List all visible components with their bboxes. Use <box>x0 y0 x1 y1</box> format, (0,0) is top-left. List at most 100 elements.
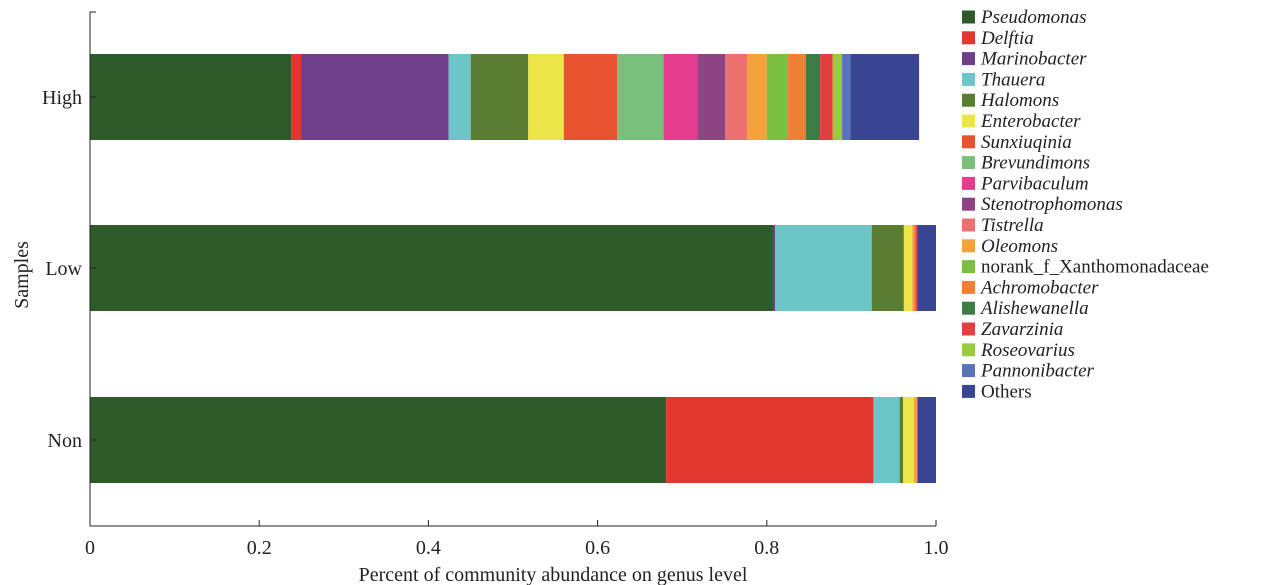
legend: PseudomonasDelftiaMarinobacterThaueraHal… <box>962 7 1209 402</box>
legend-swatch-achromobacter <box>962 280 975 294</box>
bar-segment-high-parvibaculum <box>663 54 698 140</box>
bar-segment-low-enterobacter <box>903 225 913 311</box>
bar-segment-high-thauera <box>448 54 471 140</box>
legend-label-zavarzinia: Zavarzinia <box>981 319 1063 340</box>
legend-swatch-thauera <box>962 72 975 86</box>
x-tick-label-2: 0.4 <box>416 537 441 559</box>
legend-swatch-pannonibacter <box>962 364 975 378</box>
legend-label-oleomons: Oleomons <box>981 236 1058 257</box>
bar-segment-low-marinobacter <box>773 225 776 311</box>
legend-label-pannonibacter: Pannonibacter <box>980 361 1095 382</box>
bar-segment-high-roseovarius <box>832 54 843 140</box>
legend-swatch-halomons <box>962 93 975 107</box>
legend-swatch-parvibaculum <box>962 176 975 190</box>
y-tick-label-low: Low <box>45 258 82 280</box>
legend-label-norank-f-xanthomonadaceae: norank_f_Xanthomonadaceae <box>981 257 1209 278</box>
legend-swatch-alishewanella <box>962 301 975 315</box>
bar-segment-non-thauera <box>873 397 900 483</box>
legend-swatch-pseudomonas <box>962 10 975 24</box>
x-tick-label-4: 0.8 <box>754 537 779 559</box>
axes-layer: 0 0.2 0.4 0.6 0.8 1.0 High Low Non Percent of com… <box>11 11 949 585</box>
legend-swatch-others <box>962 384 975 398</box>
bar-segment-high-achromobacter <box>787 54 806 140</box>
legend-item-pseudomonas: Pseudomonas <box>962 7 1087 28</box>
legend-item-halomons: Halomons <box>962 90 1059 111</box>
bar-segment-high-pannonibacter <box>842 54 851 140</box>
bar-segment-low-achromobacter <box>914 225 916 311</box>
bar-segment-high-brevundimons <box>617 54 664 140</box>
legend-swatch-enterobacter <box>962 114 975 128</box>
bar-segment-high-pseudomonas <box>90 54 292 140</box>
legend-label-alishewanella: Alishewanella <box>979 298 1089 319</box>
y-axis-title: Samples <box>11 241 33 309</box>
legend-item-zavarzinia: Zavarzinia <box>962 319 1063 340</box>
legend-item-stenotrophomonas: Stenotrophomonas <box>962 194 1123 215</box>
legend-item-others: Others <box>962 381 1032 402</box>
legend-label-thauera: Thauera <box>981 69 1045 90</box>
legend-swatch-zavarzinia <box>962 322 975 336</box>
legend-label-others: Others <box>981 381 1032 402</box>
legend-label-stenotrophomonas: Stenotrophomonas <box>981 194 1123 215</box>
bar-segment-high-marinobacter <box>301 54 449 140</box>
legend-item-oleomons: Oleomons <box>962 236 1058 257</box>
bar-segment-high-enterobacter <box>528 54 564 140</box>
x-tick-label-0: 0 <box>85 537 95 559</box>
legend-label-halomons: Halomons <box>980 90 1059 111</box>
legend-item-marinobacter: Marinobacter <box>962 49 1087 70</box>
bar-segment-high-delftia <box>291 54 302 140</box>
legend-swatch-tistrella <box>962 218 975 232</box>
legend-item-roseovarius: Roseovarius <box>962 340 1075 361</box>
legend-item-brevundimons: Brevundimons <box>962 153 1090 174</box>
bar-segment-non-pseudomonas <box>90 397 667 483</box>
bar-segment-non-others <box>917 397 936 483</box>
x-tick-label-1: 0.2 <box>247 537 272 559</box>
bar-segment-high-others <box>850 54 920 140</box>
legend-label-delftia: Delftia <box>980 28 1034 49</box>
legend-item-pannonibacter: Pannonibacter <box>962 361 1095 382</box>
bar-segment-high-tistrella <box>725 54 748 140</box>
legend-label-sunxiuqinia: Sunxiuqinia <box>981 132 1072 153</box>
bar-segment-high-halomons <box>470 54 529 140</box>
bar-segment-high-sunxiuqinia <box>563 54 618 140</box>
legend-item-norank-f-xanthomonadaceae: norank_f_Xanthomonadaceae <box>962 257 1209 278</box>
legend-swatch-stenotrophomonas <box>962 197 975 211</box>
bar-segment-non-halomons <box>899 397 903 483</box>
bar-segment-non-oleomons <box>914 397 918 483</box>
legend-label-achromobacter: Achromobacter <box>979 277 1099 298</box>
bar-segment-low-pseudomonas <box>90 225 774 311</box>
legend-label-parvibaculum: Parvibaculum <box>980 173 1089 194</box>
bar-segment-low-oleomons <box>912 225 914 311</box>
legend-item-tistrella: Tistrella <box>962 215 1044 236</box>
legend-item-enterobacter: Enterobacter <box>962 111 1081 132</box>
y-tick-label-high: High <box>42 87 82 109</box>
legend-item-parvibaculum: Parvibaculum <box>962 173 1089 194</box>
legend-item-sunxiuqinia: Sunxiuqinia <box>962 132 1072 153</box>
bar-segment-low-zavarzinia <box>915 225 918 311</box>
bar-segment-low-halomons <box>871 225 904 311</box>
bar-segment-high-zavarzinia <box>820 54 833 140</box>
bar-segment-high-stenotrophomonas <box>697 54 726 140</box>
bar-segment-non-delftia <box>666 397 874 483</box>
legend-swatch-roseovarius <box>962 343 975 357</box>
bars-layer <box>90 54 936 483</box>
legend-swatch-oleomons <box>962 239 975 253</box>
bar-segment-high-alishewanella <box>805 54 821 140</box>
x-tick-label-5: 1.0 <box>924 537 949 559</box>
legend-swatch-norank-f-xanthomonadaceae <box>962 260 975 274</box>
x-axis-title: Percent of community abundance on genus … <box>359 564 748 585</box>
legend-swatch-brevundimons <box>962 156 975 170</box>
bar-segment-high-oleomons <box>747 54 767 140</box>
legend-swatch-sunxiuqinia <box>962 135 975 149</box>
legend-swatch-marinobacter <box>962 52 975 66</box>
legend-item-achromobacter: Achromobacter <box>962 277 1099 298</box>
legend-item-thauera: Thauera <box>962 69 1045 90</box>
legend-item-delftia: Delftia <box>962 28 1034 49</box>
bar-segment-low-thauera <box>775 225 872 311</box>
bar-segment-low-others <box>917 225 936 311</box>
legend-label-enterobacter: Enterobacter <box>980 111 1081 132</box>
bar-segment-high-norank-f-xanthomonadaceae <box>766 54 788 140</box>
legend-label-tistrella: Tistrella <box>981 215 1044 236</box>
legend-item-alishewanella: Alishewanella <box>962 298 1089 319</box>
legend-label-brevundimons: Brevundimons <box>981 153 1090 174</box>
